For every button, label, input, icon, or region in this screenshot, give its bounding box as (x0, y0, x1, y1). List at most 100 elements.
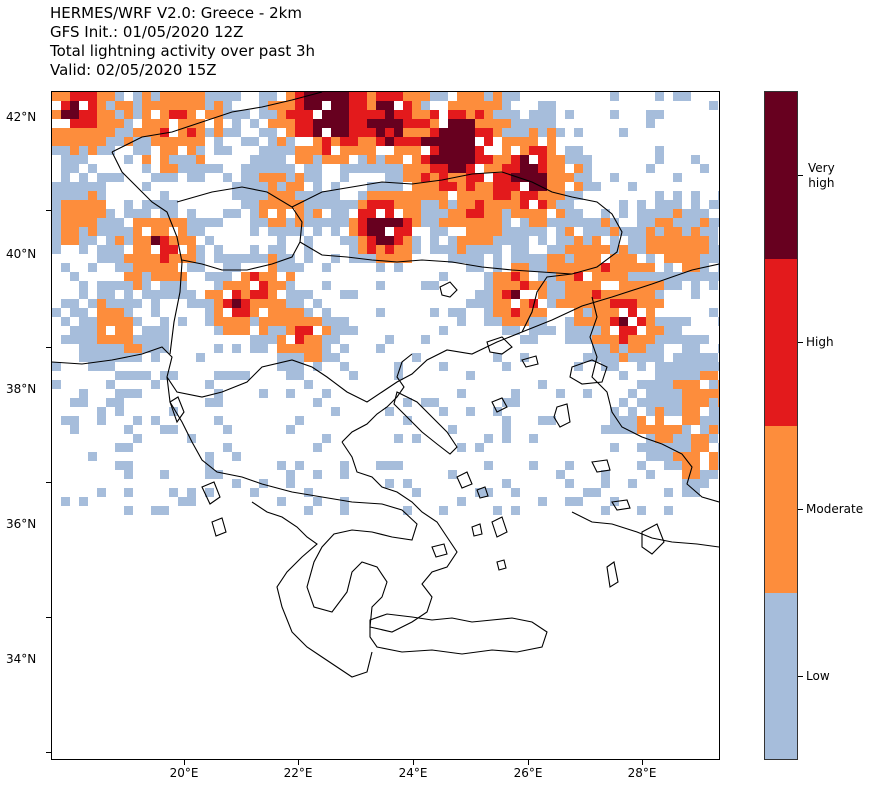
lightning-cell (133, 263, 142, 272)
lightning-cell (214, 146, 223, 155)
lightning-cell (187, 245, 196, 254)
lightning-cell (106, 317, 115, 326)
lightning-cell (277, 101, 286, 110)
lightning-cell (313, 353, 322, 362)
lightning-cell (241, 182, 250, 191)
lightning-cell (520, 119, 529, 128)
lightning-cell (88, 218, 97, 227)
lightning-cell (358, 191, 367, 200)
lightning-cell (610, 443, 619, 452)
lightning-cell (79, 218, 88, 227)
lightning-cell (457, 155, 466, 164)
lightning-cell (97, 119, 106, 128)
lightning-cell (367, 245, 376, 254)
lightning-cell (574, 182, 583, 191)
island-thasos (439, 281, 458, 298)
lightning-cell (502, 272, 511, 281)
lightning-cell (178, 218, 187, 227)
lightning-cell (628, 326, 637, 335)
lightning-cell (88, 344, 97, 353)
lightning-cell (718, 191, 719, 200)
lightning-cell (430, 155, 439, 164)
lightning-cell (619, 326, 628, 335)
lightning-cell (583, 290, 592, 299)
lightning-cell (691, 371, 700, 380)
lightning-cell (97, 101, 106, 110)
lightning-cell (160, 470, 169, 479)
lightning-cell (61, 497, 70, 506)
lightning-cell (583, 245, 592, 254)
lightning-cell (502, 281, 511, 290)
lightning-cell (403, 110, 412, 119)
lightning-cell (583, 218, 592, 227)
lightning-cell (502, 92, 511, 101)
lightning-cell (529, 461, 538, 470)
colorbar-label-very-high: Very high (808, 161, 835, 191)
lightning-cell (691, 452, 700, 461)
lightning-cell (250, 209, 259, 218)
lightning-cell (367, 137, 376, 146)
lightning-cell (52, 92, 61, 101)
lightning-cell (160, 227, 169, 236)
lightning-cell (340, 137, 349, 146)
lightning-cell (340, 506, 349, 515)
lightning-cell (385, 335, 394, 344)
lightning-cell (394, 164, 403, 173)
lightning-cell (367, 209, 376, 218)
lightning-cell (691, 362, 700, 371)
lightning-cell (475, 110, 484, 119)
lightning-cell (178, 164, 187, 173)
lightning-cell (160, 371, 169, 380)
lightning-cell (394, 128, 403, 137)
lightning-cell (223, 263, 232, 272)
lightning-cell (259, 272, 268, 281)
lightning-cell (637, 272, 646, 281)
lightning-cell (439, 209, 448, 218)
lightning-cell (61, 182, 70, 191)
lightning-cell (268, 200, 277, 209)
lightning-cell (97, 146, 106, 155)
lightning-cell (61, 155, 70, 164)
lightning-cell (502, 182, 511, 191)
lightning-cell (196, 218, 205, 227)
lightning-cell (637, 290, 646, 299)
lightning-cell (133, 218, 142, 227)
lightning-cell (349, 200, 358, 209)
lightning-cell (142, 245, 151, 254)
lightning-cell (682, 218, 691, 227)
lightning-cell (691, 254, 700, 263)
lightning-cell (187, 263, 196, 272)
lightning-cell (502, 326, 511, 335)
lightning-cell (115, 245, 124, 254)
lightning-cell (403, 398, 412, 407)
lightning-cell (682, 434, 691, 443)
lightning-cell (493, 299, 502, 308)
lightning-cell (691, 218, 700, 227)
lightning-cell (124, 137, 133, 146)
lightning-cell (160, 92, 169, 101)
lightning-cell (511, 119, 520, 128)
lightning-cell (376, 155, 385, 164)
lightning-cell (286, 92, 295, 101)
lightning-cell (295, 128, 304, 137)
lightning-cell (718, 317, 719, 326)
lightning-cell (709, 281, 718, 290)
lightning-cell (268, 317, 277, 326)
lightning-cell (79, 92, 88, 101)
lightning-cell (619, 398, 628, 407)
lightning-cell (655, 236, 664, 245)
lightning-cell (592, 326, 601, 335)
lightning-cell (115, 461, 124, 470)
lightning-cell (403, 479, 412, 488)
lightning-cell (367, 191, 376, 200)
lightning-cell (637, 209, 646, 218)
lightning-cell (547, 218, 556, 227)
lightning-cell (529, 119, 538, 128)
lightning-cell (322, 335, 331, 344)
lightning-cell (88, 146, 97, 155)
lightning-cell (187, 209, 196, 218)
lightning-cell (250, 308, 259, 317)
lightning-cell (682, 317, 691, 326)
lightning-cell (142, 164, 151, 173)
lightning-cell (232, 128, 241, 137)
